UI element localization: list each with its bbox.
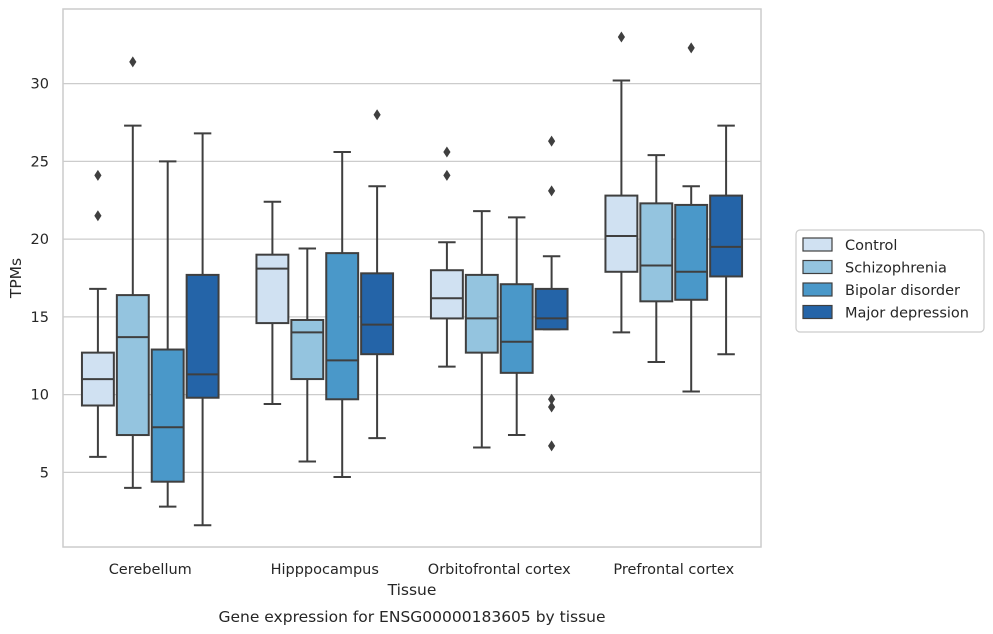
box-iqr [534,287,569,331]
chart-caption: Gene expression for ENSG00000183605 by t… [218,608,605,626]
outlier-point [548,185,556,197]
box-bipolar-disorder-2 [325,151,360,479]
box-iqr [150,348,185,483]
y-axis-label: TPMs [7,258,25,299]
box-iqr [115,294,150,437]
outlier-point [548,401,556,413]
box-major-depression-1 [185,132,220,527]
legend-swatch [802,237,833,252]
box-iqr [604,194,639,273]
box-iqr [464,273,499,354]
box-major-depression-4 [709,124,744,356]
outlier-point [548,135,556,147]
box-iqr [429,269,464,320]
box-major-depression-2 [360,109,395,440]
outlier-point [129,56,137,68]
box-iqr [325,252,360,401]
outlier-point [548,440,556,452]
legend-label: Bipolar disorder [845,283,960,299]
y-tick-label: 5 [40,465,49,481]
y-tick-label: 20 [31,232,49,248]
legend-swatch [802,259,833,275]
x-tick-labels: Cerebellum Hipppocampus Orbitofrontal cort… [109,562,735,578]
outlier-point [617,31,625,43]
box-iqr [290,318,325,381]
legend: Control Schizophrenia Bipolar disorder Majo… [795,229,985,333]
legend-swatch [802,304,833,320]
box-iqr [639,202,674,303]
outlier-point [373,109,381,121]
box-schizophrenia-2 [290,247,325,463]
outlier-point [548,393,556,405]
box-bipolar-disorder-3 [499,216,534,437]
x-tick-label: Hipppocampus [271,562,379,578]
box-control-4 [604,31,639,334]
box-bipolar-disorder-1 [150,160,185,508]
y-tick-label: 25 [31,154,49,170]
box-iqr [360,272,395,356]
box-iqr [709,194,744,278]
box-control-3 [429,146,464,368]
outlier-point [687,42,695,54]
x-tick-label: Prefrontal cortex [613,562,734,578]
box-control-1 [80,169,115,458]
legend-label: Major depression [845,306,969,322]
outlier-point [94,169,102,181]
box-iqr [255,253,290,325]
y-tick-label: 10 [31,388,49,404]
box-control-2 [255,200,290,405]
plot-area-frame [62,8,762,548]
y-tick-labels: 5 10 15 20 25 30 [31,77,49,482]
box-iqr [499,283,534,374]
outlier-point [443,146,451,158]
outlier-point [443,169,451,181]
legend-swatch [802,282,833,297]
box-schizophrenia-4 [639,154,674,363]
legend-frame [795,229,985,333]
box-major-depression-3 [534,135,569,452]
box-iqr [674,203,709,301]
legend-label: Control [845,238,897,254]
box-bipolar-disorder-4 [674,42,709,393]
box-schizophrenia-3 [464,210,499,449]
box-schizophrenia-1 [115,56,150,489]
x-tick-label: Cerebellum [109,562,192,578]
y-tick-label: 15 [31,310,49,326]
legend-label: Schizophrenia [845,261,947,277]
x-tick-label: Orbitofrontal cortex [428,562,571,578]
x-axis-label: Tissue [387,581,437,599]
box-groups [80,31,744,527]
box-iqr [185,273,220,399]
outlier-point [94,210,102,222]
y-tick-label: 30 [31,77,49,93]
